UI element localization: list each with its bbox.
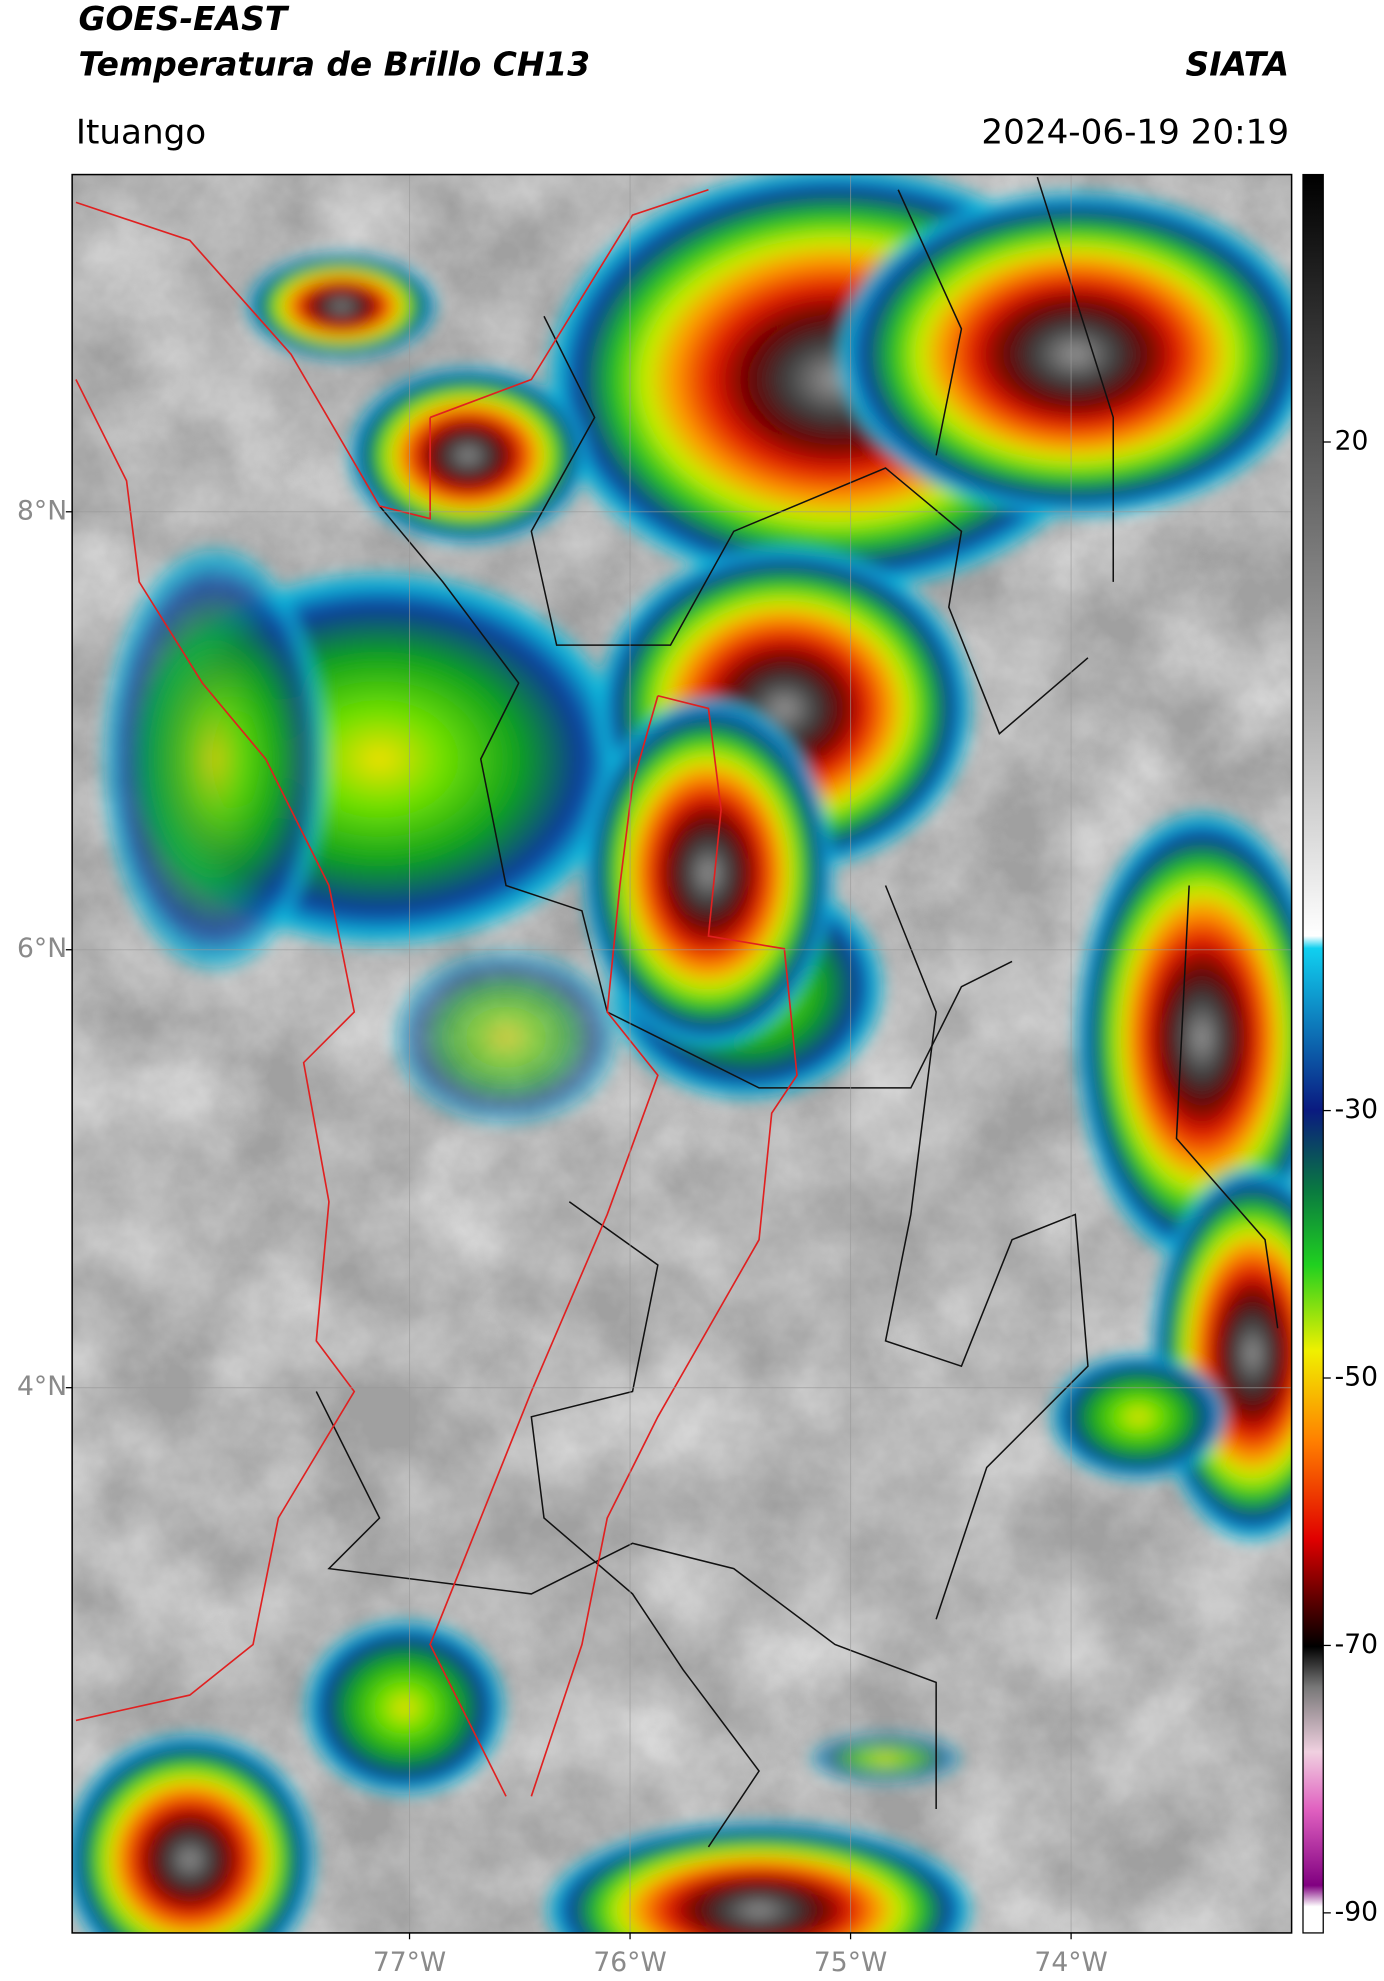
colorbar-tick-label: -70 bbox=[1335, 1629, 1378, 1660]
y-tick-label: 4°N bbox=[17, 1371, 67, 1402]
product-title: Temperatura de Brillo CH13 bbox=[78, 44, 590, 83]
grid bbox=[72, 174, 1292, 1933]
colorbar-tick-label: -50 bbox=[1335, 1362, 1378, 1393]
satellite-image bbox=[72, 174, 1292, 1933]
x-tick-label: 75°W bbox=[814, 1947, 887, 1978]
y-tick-label: 8°N bbox=[17, 495, 67, 526]
colorbar-tick-label: -90 bbox=[1335, 1896, 1378, 1927]
satellite-title: GOES-EAST bbox=[78, 0, 289, 38]
location: Ituango bbox=[76, 113, 206, 153]
x-tick-label: 74°W bbox=[1034, 1947, 1107, 1978]
x-tick-label: 76°W bbox=[593, 1947, 666, 1978]
region-borders bbox=[75, 188, 798, 1797]
colorbar-tick-label: -30 bbox=[1335, 1094, 1378, 1125]
organization: SIATA bbox=[1186, 44, 1290, 83]
x-tick-label: 77°W bbox=[373, 1947, 446, 1978]
colorbar-tick-label: 20 bbox=[1335, 426, 1369, 457]
datetime: 2024-06-19 20:19 bbox=[981, 113, 1289, 153]
y-tick-label: 6°N bbox=[17, 933, 67, 964]
admin-borders bbox=[315, 176, 1279, 1848]
map-frame bbox=[71, 173, 1293, 1934]
colorbar bbox=[1302, 173, 1324, 1934]
